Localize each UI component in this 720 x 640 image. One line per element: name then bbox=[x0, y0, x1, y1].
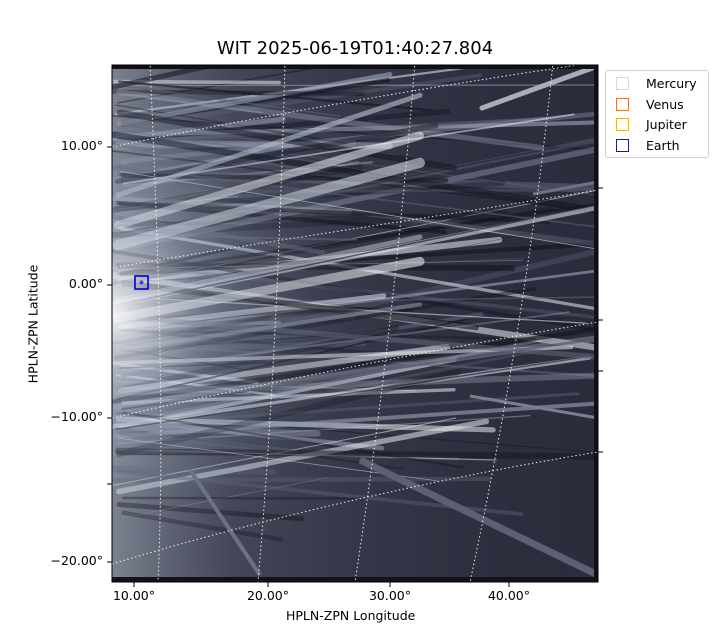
streak bbox=[358, 456, 598, 579]
streak bbox=[479, 65, 598, 111]
streak bbox=[469, 394, 598, 420]
legend-item: Mercury bbox=[616, 75, 697, 91]
y-tick-label: −20.00° bbox=[50, 553, 103, 568]
axis-ticks bbox=[107, 146, 603, 587]
legend-label: Venus bbox=[646, 96, 684, 112]
y-tick-label: 10.00° bbox=[60, 138, 103, 153]
coordinate-grid bbox=[111, 61, 599, 583]
venus-swatch-icon bbox=[616, 97, 629, 111]
earth-marker bbox=[134, 275, 149, 290]
jupiter-swatch-icon bbox=[616, 117, 629, 131]
y-tick-label: 0.00° bbox=[68, 276, 103, 291]
solar-wind-image bbox=[112, 65, 598, 582]
streak bbox=[532, 180, 598, 196]
legend-item: Earth bbox=[616, 137, 680, 153]
streak bbox=[188, 468, 262, 577]
legend-item: Jupiter bbox=[616, 116, 687, 132]
legend-label: Mercury bbox=[646, 75, 697, 91]
plot-title: WIT 2025-06-19T01:40:27.804 bbox=[216, 38, 494, 59]
y-axis-title: HPLN-ZPN Latitude bbox=[25, 264, 41, 384]
x-axis-title: HPLN-ZPN Longitude bbox=[286, 608, 416, 623]
legend: Mercury Venus Jupiter Earth bbox=[605, 70, 709, 158]
x-tick-label: 30.00° bbox=[368, 588, 412, 603]
x-tick-label: 20.00° bbox=[246, 588, 290, 603]
mercury-swatch-icon bbox=[616, 76, 629, 90]
x-tick-label: 10.00° bbox=[112, 588, 156, 603]
plot-frame bbox=[111, 64, 599, 583]
y-tick-label: −10.00° bbox=[50, 409, 103, 424]
x-tick-label: 40.00° bbox=[487, 588, 531, 603]
legend-label: Earth bbox=[646, 137, 680, 153]
legend-label: Jupiter bbox=[646, 116, 687, 132]
earth-swatch-icon bbox=[616, 138, 629, 152]
legend-item: Venus bbox=[616, 96, 684, 112]
